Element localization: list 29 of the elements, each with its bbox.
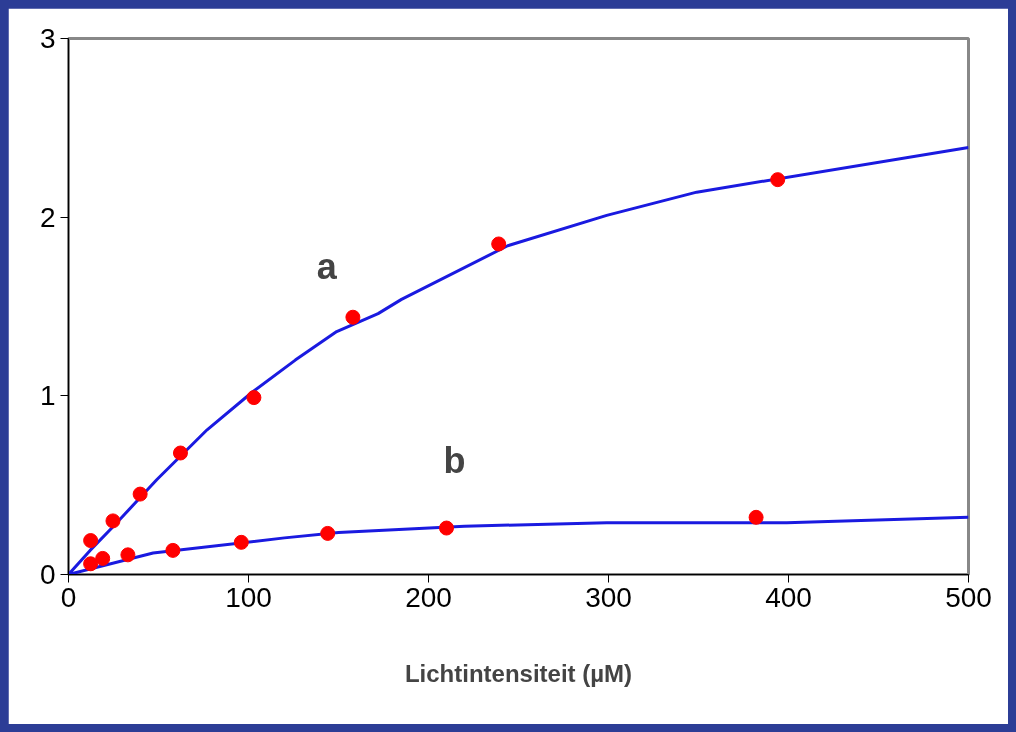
x-tick-label: 300 [585,581,632,613]
y-tick-label: 0 [39,559,56,590]
point [83,556,99,572]
y-tick-label: 2 [39,201,56,233]
x-tick-label: 400 [765,581,812,613]
x-tick-label: 500 [945,581,992,613]
point [132,486,148,502]
point [105,513,121,529]
x-tick-label: 100 [225,581,272,613]
x-tick-label: 0 [60,581,77,613]
point [345,309,361,325]
point [246,390,262,406]
point [165,542,181,558]
point [748,509,764,525]
y-tick-label: 1 [39,380,56,412]
x-tick-label: 200 [405,581,452,613]
x-axis-title: Lichtintensiteit (µM) [404,659,633,687]
point [233,534,249,550]
series-label: b [443,440,466,482]
point [95,550,111,566]
point [172,445,188,461]
series-label: a [316,245,338,287]
point [320,525,336,541]
y-tick-label: 3 [39,23,56,54]
point [83,533,99,549]
point [491,236,507,252]
point [120,547,136,563]
point [439,520,454,536]
point [770,172,786,188]
